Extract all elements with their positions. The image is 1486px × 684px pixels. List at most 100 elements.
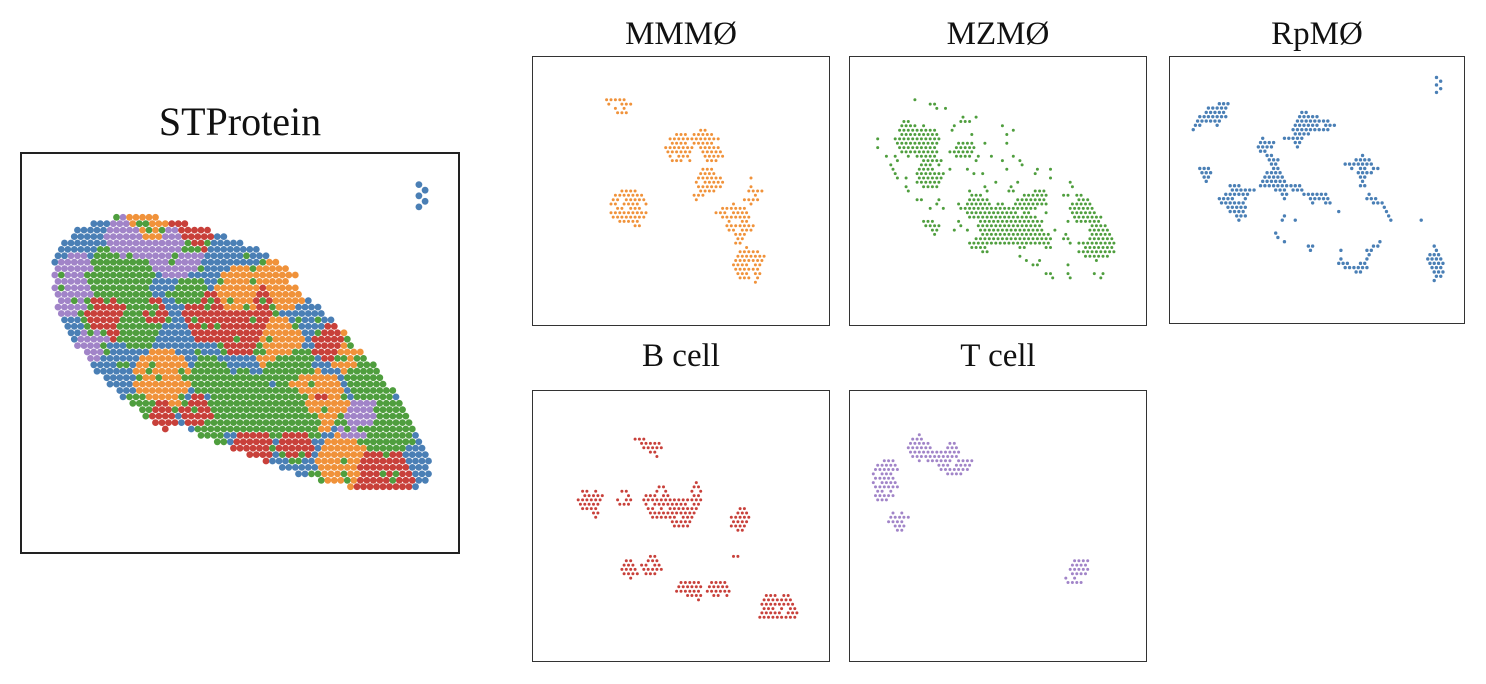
spot-rpm [122,374,130,382]
spot-mmm [718,150,722,154]
spot-bcell [764,611,768,615]
spot-mzm [1090,206,1094,210]
spot-mzm [106,252,114,260]
spot-rpm [412,444,419,452]
spot-mmm [629,198,633,202]
spot-tcell [882,476,886,480]
spot-rpm [165,329,172,337]
spot-tcell [54,303,62,311]
spot-mmm [701,167,705,171]
spot-mmm [139,213,146,221]
spot-mzm [373,432,380,439]
spot-tcell [80,342,88,349]
spot-mzm [308,419,315,426]
spot-rpm [1369,162,1373,166]
spot-mzm [928,137,932,141]
spot-mzm [100,252,107,260]
spot-rpm [213,246,221,253]
spot-mmm [278,284,286,292]
spot-tcell [909,441,912,445]
spot-tcell [77,297,85,305]
spot-rpm [252,246,260,253]
spot-mmm [629,206,633,210]
spot-tcell [891,459,895,463]
spot-mzm [957,219,961,223]
spot-rpm [249,355,257,362]
spot-tcell [67,252,75,260]
spot-rpm [70,246,78,253]
mzm-panel [849,56,1147,326]
spot-bcell [207,233,215,240]
spot-rpm [1256,145,1261,149]
spot-mmm [756,189,760,193]
spot-mzm [116,361,124,369]
spot-rpm [311,310,319,317]
spot-bcell [672,507,676,511]
spot-mzm [356,438,364,446]
spot-mzm [987,228,991,232]
spot-bcell [694,594,698,597]
spot-mzm [243,252,250,260]
spot-bcell [275,444,283,452]
spot-mmm [304,399,312,407]
spot-mzm [285,399,293,407]
spot-rpm [421,451,429,458]
spot-mzm [1084,219,1087,223]
spot-rpm [1295,127,1300,132]
spot-mzm [93,252,101,260]
spot-mmm [622,98,626,102]
spot-bcell [716,585,720,589]
spot-mzm [957,150,961,154]
spot-bcell [395,451,403,458]
spot-mzm [904,185,908,189]
spot-mzm [226,297,234,305]
spot-mzm [1005,219,1009,223]
spot-mmm [184,380,192,388]
spot-mzm [933,154,937,158]
spot-mzm [275,406,283,414]
spot-mmm [751,250,755,254]
spot-mzm [408,425,416,433]
spot-mzm [1014,228,1017,232]
spot-bcell [405,470,413,478]
spot-mmm [753,272,757,276]
spot-mzm [373,380,380,388]
spot-rpm [103,361,111,369]
spot-bcell [664,489,668,493]
spot-mmm [620,206,624,210]
spot-mmm [751,224,755,228]
spot-rpm [1300,110,1304,115]
spot-mzm [109,258,117,266]
spot-mzm [135,374,143,382]
spot-mzm [148,361,156,369]
spot-mmm [155,348,163,356]
spot-mzm [1014,202,1017,206]
spot-mzm [278,374,286,382]
spot-rpm [1213,110,1217,115]
spot-mmm [714,176,718,180]
spot-mzm [395,438,403,446]
spot-mzm [935,106,939,110]
spot-bcell [200,335,208,343]
spot-mzm [165,316,172,324]
spot-tcell [935,450,939,454]
spot-bcell [158,316,166,324]
spot-rpm [106,367,114,375]
spot-rpm [1213,119,1217,123]
spot-mzm [282,380,289,388]
spot-bcell [168,412,176,420]
spot-bcell [642,437,646,441]
spot-rpm [1282,240,1287,244]
spot-mzm [930,167,934,171]
spot-bcell [155,399,163,407]
spot-mmm [291,271,299,279]
spot-mzm [1005,228,1009,232]
spot-bcell [681,524,685,528]
spot-mzm [893,154,897,158]
spot-rpm [301,303,309,311]
spot-mmm [723,211,727,215]
spot-bcell [93,316,101,324]
spot-rpm [1265,171,1269,175]
spot-bcell [194,335,202,343]
spot-bcell [243,342,250,349]
